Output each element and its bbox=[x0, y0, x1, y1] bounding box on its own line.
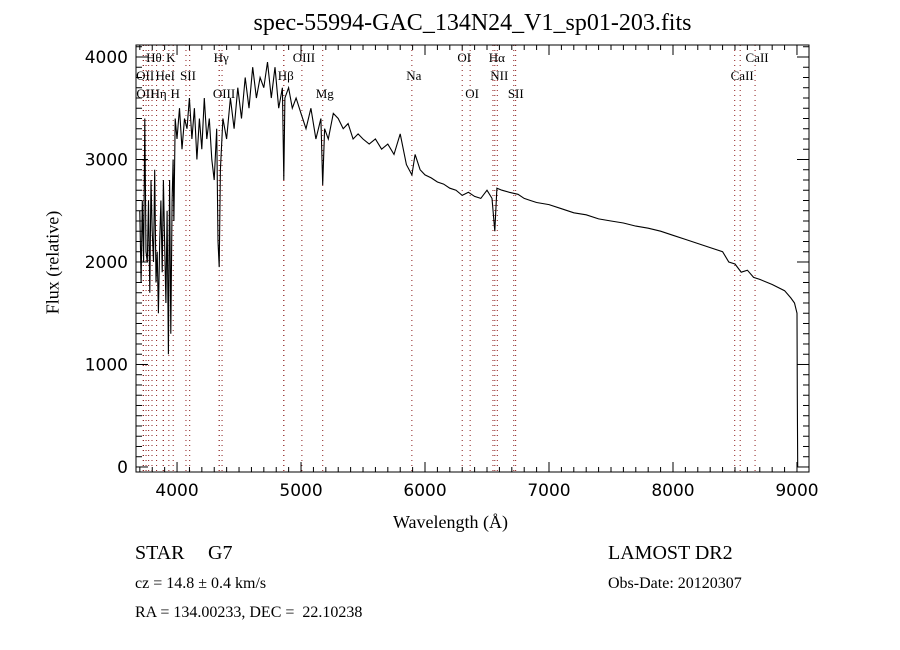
line-marker-label: H bbox=[171, 86, 180, 101]
obs-date: Obs-Date: 20120307 bbox=[608, 575, 742, 592]
y-tick-label: 3000 bbox=[85, 150, 128, 170]
y-tick-label: 4000 bbox=[85, 48, 128, 68]
x-tick-label: 6000 bbox=[403, 481, 446, 501]
x-tick-label: 7000 bbox=[527, 481, 570, 501]
coordinates: RA = 134.00233, DEC = 22.10238 bbox=[135, 604, 363, 621]
redshift: cz = 14.8 ± 0.4 km/s bbox=[135, 575, 267, 592]
line-marker-label: NII bbox=[490, 68, 508, 83]
line-marker-label: OIII bbox=[213, 86, 235, 101]
y-tick-label: 0 bbox=[117, 458, 128, 478]
x-tick-label: 8000 bbox=[651, 481, 694, 501]
line-marker-label: SII bbox=[180, 68, 196, 83]
survey-name: LAMOST DR2 bbox=[608, 542, 733, 564]
line-marker-label: CaII bbox=[746, 50, 769, 65]
line-marker-label: OIII bbox=[293, 50, 315, 65]
subclass: G7 bbox=[208, 542, 233, 564]
line-marker-label: Hγ bbox=[214, 50, 229, 65]
y-tick-label: 2000 bbox=[85, 253, 128, 273]
line-marker-label: K bbox=[166, 50, 176, 65]
plot-frame bbox=[135, 44, 810, 473]
x-tick-label: 9000 bbox=[775, 481, 818, 501]
x-axis-label: Wavelength (Å) bbox=[393, 512, 509, 532]
chart-title: spec-55994-GAC_134N24_V1_sp01-203.fits bbox=[253, 10, 692, 36]
line-marker-label: OII bbox=[136, 68, 154, 83]
y-tick-label: 1000 bbox=[85, 355, 128, 375]
line-marker-label: Hη bbox=[150, 86, 166, 101]
y-axis-label: Flux (relative) bbox=[42, 210, 63, 315]
line-marker-label: Hβ bbox=[278, 68, 294, 83]
line-marker-label: OII bbox=[136, 86, 154, 101]
line-marker-label: Hθ bbox=[146, 50, 162, 65]
line-marker-label: SII bbox=[508, 86, 524, 101]
line-marker-label: OI bbox=[457, 50, 471, 65]
spectrum-line bbox=[139, 62, 799, 468]
line-marker-label: CaII bbox=[731, 68, 754, 83]
line-marker-label: HeI bbox=[156, 68, 176, 83]
object-type: STAR bbox=[135, 542, 185, 564]
line-marker-label: Mg bbox=[316, 86, 335, 101]
line-marker-label: Na bbox=[406, 68, 421, 83]
x-tick-label: 4000 bbox=[155, 481, 198, 501]
line-marker-label: Hα bbox=[489, 50, 505, 65]
line-marker-label: OI bbox=[465, 86, 479, 101]
x-tick-label: 5000 bbox=[279, 481, 322, 501]
